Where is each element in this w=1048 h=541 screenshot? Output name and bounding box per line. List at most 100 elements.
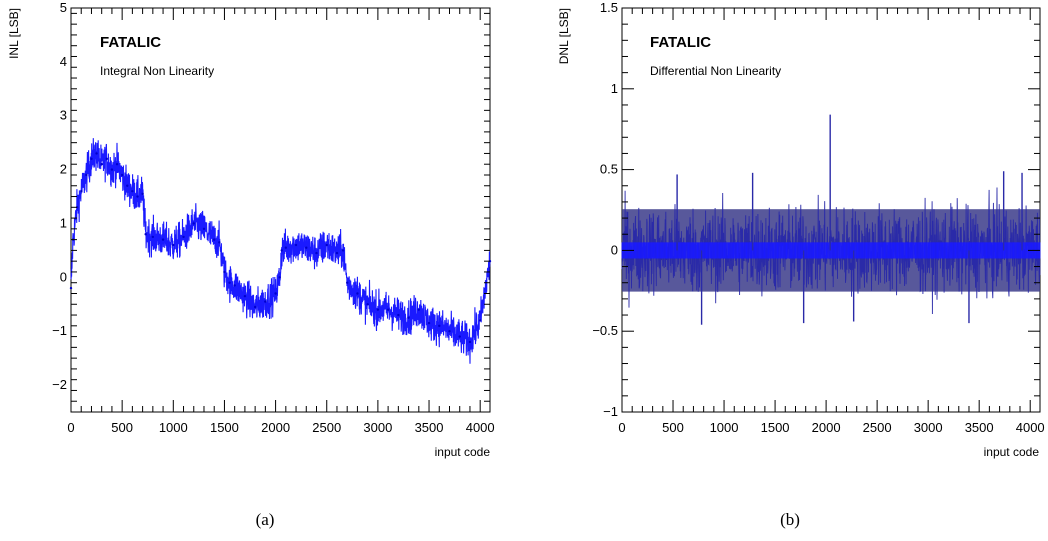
inl-data-point: [341, 249, 345, 252]
inl-data-point: [448, 330, 451, 333]
inl-title: FATALIC: [100, 34, 161, 51]
dnl-chart: 0 500 1000 1500 2000 2500 3000 3500 4000 −1−0.50…: [557, 0, 1045, 459]
inl-x-axis-label: input code: [435, 445, 491, 459]
inl-data-point: [325, 243, 328, 247]
dnl-y-ticks: −1 −0.5 0 0.5 1 1.5: [592, 0, 1040, 419]
x-tick-label: 1500: [210, 420, 239, 435]
y-tick-label: 0.5: [600, 162, 618, 177]
inl-data-point: [280, 249, 283, 252]
x-tick-label: 1500: [761, 420, 790, 435]
inl-data-point: [115, 163, 119, 166]
x-tick-label: 500: [662, 420, 684, 435]
caption-a: (a): [255, 510, 275, 529]
inl-data-point: [141, 192, 144, 196]
inl-data-point: [85, 173, 88, 177]
inl-data-point: [356, 292, 359, 295]
inl-data-point: [243, 294, 247, 298]
x-tick-label: 2500: [863, 420, 892, 435]
dnl-y-axis-label: DNL [LSB]: [557, 8, 571, 64]
x-tick-label: 4000: [466, 420, 495, 435]
y-tick-label: −1: [52, 323, 67, 338]
x-tick-label: 3500: [965, 420, 994, 435]
x-tick-label: 2000: [812, 420, 841, 435]
inl-data-point: [213, 238, 216, 241]
inl-data-point: [151, 235, 155, 239]
inl-data-point: [120, 173, 124, 177]
inl-data-point: [182, 235, 185, 239]
inl-data-point: [100, 163, 103, 166]
inl-data-point: [105, 157, 109, 161]
inl-data-point: [228, 281, 231, 284]
inl-data-point: [366, 303, 369, 306]
inl-data-point: [427, 321, 431, 325]
dnl-data-series: [621, 114, 1041, 325]
y-tick-label: −2: [52, 377, 67, 392]
y-tick-label: 0: [60, 269, 67, 284]
inl-data-point: [161, 238, 165, 241]
inl-data-point: [264, 300, 267, 303]
inl-data-point: [345, 281, 349, 284]
dnl-subtitle: Differential Non Linearity: [650, 64, 781, 78]
y-tick-label: 5: [60, 0, 67, 15]
y-tick-label: 4: [60, 54, 67, 69]
y-tick-label: 1: [611, 81, 618, 96]
inl-data-point: [126, 184, 129, 187]
inl-subtitle: Integral Non Linearity: [100, 64, 214, 78]
dnl-title: FATALIC: [650, 34, 711, 51]
inl-data-point: [202, 227, 206, 231]
y-tick-label: 3: [60, 108, 67, 123]
x-tick-label: 1000: [710, 420, 739, 435]
x-tick-label: 1000: [159, 420, 188, 435]
inl-data-point: [144, 233, 147, 236]
inl-data-point: [305, 246, 308, 249]
x-tick-label: 3000: [914, 420, 943, 435]
x-tick-label: 4000: [1016, 420, 1045, 435]
inl-data-point: [407, 316, 410, 319]
x-tick-label: 0: [618, 420, 625, 435]
dnl-x-ticks: 0 500 1000 1500 2000 2500 3000 3500 4000: [618, 8, 1045, 435]
inl-data-point: [284, 246, 288, 249]
inl-data-series: [69, 138, 492, 364]
inl-data-point: [386, 308, 390, 311]
inl-data-point: [223, 270, 226, 274]
inl-data-point: [131, 189, 134, 193]
inl-series-line: [70, 138, 491, 364]
y-tick-label: 0: [611, 242, 618, 257]
inl-data-point: [233, 284, 236, 287]
inl-data-point: [478, 319, 482, 322]
x-tick-label: 0: [67, 420, 74, 435]
inl-data-point: [278, 276, 281, 279]
inl-data-point: [315, 251, 318, 255]
x-tick-label: 2500: [312, 420, 341, 435]
y-tick-label: 1.5: [600, 0, 618, 15]
inl-data-point: [110, 168, 114, 171]
inl-chart: 0 500 1000 1500 2000 2500 3000 3500 4000 −2 −1 0 1 2…: [7, 0, 495, 459]
inl-data-point: [397, 313, 400, 317]
y-tick-label: −1: [603, 404, 618, 419]
y-tick-label: −0.5: [592, 323, 618, 338]
inl-data-point: [80, 189, 83, 193]
inl-data-point: [172, 243, 175, 247]
x-tick-label: 500: [111, 420, 133, 435]
inl-x-ticks: 0 500 1000 1500 2000 2500 3000 3500 4000: [67, 8, 495, 435]
x-tick-label: 3500: [415, 420, 444, 435]
inl-data-point: [95, 152, 98, 155]
y-tick-label: 1: [60, 215, 67, 230]
inl-data-point: [69, 286, 73, 290]
inl-data-point: [192, 222, 195, 225]
inl-y-ticks: −2 −1 0 1 2 3 4 5: [52, 0, 490, 413]
inl-data-point: [468, 340, 472, 344]
x-tick-label: 2000: [261, 420, 290, 435]
inl-data-point: [274, 292, 277, 295]
inl-data-point: [90, 157, 93, 161]
inl-data-point: [376, 308, 380, 311]
inl-data-point: [438, 324, 441, 328]
inl-data-point: [136, 195, 139, 198]
inl-plot-frame: [70, 7, 491, 413]
inl-y-axis-label: INL [LSB]: [7, 8, 21, 59]
caption-b: (b): [780, 510, 800, 529]
inl-data-point: [458, 335, 461, 338]
dnl-x-axis-label: input code: [984, 445, 1040, 459]
y-tick-label: 2: [60, 162, 67, 177]
inl-data-point: [335, 251, 339, 255]
